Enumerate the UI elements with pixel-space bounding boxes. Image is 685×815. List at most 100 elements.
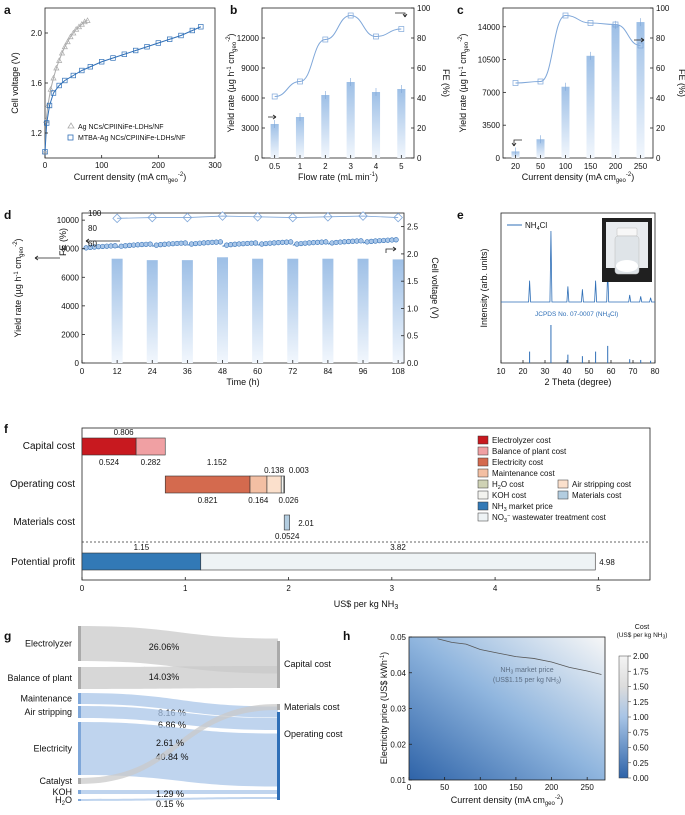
chart-a-xtick-label: 0 bbox=[43, 161, 48, 170]
chart-c-y2tick-label: 100 bbox=[656, 4, 670, 13]
chart-b-bar bbox=[371, 92, 381, 158]
sankey-source-node bbox=[78, 790, 81, 794]
sankey-flow bbox=[80, 693, 278, 718]
legend-f-label: Materials cost bbox=[572, 491, 622, 500]
chart-b-bar bbox=[321, 95, 330, 158]
sankey-percentage: 2.61 % bbox=[156, 738, 184, 748]
chart-b-y2tick-label: 0 bbox=[417, 154, 422, 163]
chart-d-xtick-label: 0 bbox=[80, 367, 85, 376]
chart-d-bar bbox=[111, 258, 123, 363]
chart-b-frame bbox=[261, 7, 415, 159]
chart-b-ytick-label: 6000 bbox=[241, 94, 259, 103]
chart-b-bar bbox=[295, 117, 305, 158]
chart-a-point bbox=[84, 17, 91, 23]
chart-d-voltage-point bbox=[358, 238, 364, 244]
panel-label-e: e bbox=[457, 208, 464, 222]
sankey-source-label: Catalyst bbox=[39, 776, 72, 786]
chart-c-ytick-label: 14000 bbox=[478, 23, 501, 32]
chart-f-xtick-label: 3 bbox=[390, 584, 395, 593]
chart-d-y2tick-label: 1.0 bbox=[407, 304, 419, 313]
chart-b-right-arrow-icon bbox=[395, 12, 408, 18]
colorbar-ticks: 0.00 0.25 0.50 0.75 1.00 1.25 1.50 1.75 2.00 bbox=[628, 652, 649, 783]
chart-a-point bbox=[189, 27, 195, 34]
chart-e-xtick-label: 40 bbox=[563, 367, 572, 376]
colorbar bbox=[618, 655, 629, 779]
colorbar-tick-label: 0.50 bbox=[633, 744, 649, 753]
chart-c-y2tick-label: 60 bbox=[656, 64, 665, 73]
chart-b-xtick-label: 3 bbox=[348, 162, 353, 171]
colorbar-tick-label: 0.00 bbox=[633, 774, 649, 783]
chart-b-y2label: FE (%) bbox=[441, 69, 451, 97]
sankey-percentage: 0.15 % bbox=[156, 799, 184, 809]
chart-h-marks bbox=[437, 638, 602, 675]
chart-f-materials-bar bbox=[283, 514, 290, 531]
chart-d-bar bbox=[287, 258, 299, 363]
chart-d-voltage-point bbox=[288, 239, 294, 245]
chart-f-materials-value: 0.0524 bbox=[275, 532, 300, 541]
sankey-source-node bbox=[78, 799, 81, 801]
chart-a-ylabel: Cell voltage (V) bbox=[10, 52, 20, 114]
panel-label-a: a bbox=[4, 3, 11, 17]
chart-f-xtick-label: 4 bbox=[493, 584, 498, 593]
legend-f-label: H2O cost bbox=[492, 480, 525, 491]
colorbar-tick-label: 2.00 bbox=[633, 652, 649, 661]
chart-f-xtick-label: 2 bbox=[286, 584, 291, 593]
chart-d-fe-tick-label: 100 bbox=[88, 209, 102, 218]
chart-d-ytick-label: 4000 bbox=[61, 302, 79, 311]
colorbar-tick-label: 1.25 bbox=[633, 698, 649, 707]
chart-h-ticks: 0 50 100 150 200 250 0.01 0.02 0.03 0.04 0.05 bbox=[390, 633, 594, 792]
chart-c-ticks: 0 3500 7000 10500 14000 0 20 40 60 80 100 20 50 100 15… bbox=[478, 4, 670, 171]
chart-d-y2tick-label: 0.5 bbox=[407, 332, 419, 341]
chart-c-bar bbox=[536, 139, 545, 158]
chart-a-point bbox=[178, 32, 184, 39]
chart-c-fe-curve bbox=[515, 14, 641, 84]
chart-g: Electrolyzer 26.06% Balance of plant 14.03%… bbox=[7, 626, 343, 809]
sankey-source-label: Electrolyzer bbox=[25, 639, 72, 649]
chart-e: 10 20 30 40 50 60 70 80 NH4Cl JCPDS No. 07-0007… bbox=[479, 212, 660, 387]
legend-f-label: Electricity cost bbox=[492, 458, 544, 467]
chart-d-frame bbox=[81, 212, 405, 364]
chart-a-point bbox=[67, 33, 74, 40]
sankey-percentage: 26.06% bbox=[149, 642, 180, 652]
chart-f-row-operating: Operating cost bbox=[10, 479, 75, 490]
chart-f-bar-segment bbox=[249, 475, 268, 494]
chart-e-xtick-label: 30 bbox=[541, 367, 550, 376]
chart-d-voltage-point bbox=[182, 240, 188, 246]
sankey-percentage: 14.03% bbox=[149, 672, 180, 682]
chart-f-bar-segment bbox=[283, 475, 285, 494]
chart-f-row-materials: Materials cost bbox=[13, 517, 75, 528]
panel-label-h: h bbox=[343, 629, 350, 643]
chart-c-bar bbox=[586, 55, 595, 158]
chart-b-ytick-label: 9000 bbox=[241, 64, 259, 73]
chart-d-bar bbox=[146, 260, 158, 363]
chart-b-xtick-label: 1 bbox=[298, 162, 303, 171]
colorbar-title: Cost bbox=[635, 624, 649, 631]
sankey-source-label: Air stripping bbox=[24, 707, 72, 717]
chart-a-series-line-1 bbox=[44, 20, 88, 152]
chart-a-point bbox=[53, 64, 60, 71]
sankey-target-label: Capital cost bbox=[284, 659, 332, 669]
chart-c-ytick-label: 10500 bbox=[478, 56, 501, 65]
chart-f-op-seg-h2o: 0.003 bbox=[289, 466, 310, 475]
chart-a-point bbox=[87, 64, 93, 70]
legend-f-swatch bbox=[477, 457, 489, 467]
chart-f-bar-segment bbox=[164, 475, 251, 494]
colorbar-unit: (US$ per kg NH3) bbox=[617, 632, 668, 641]
panel-label-f: f bbox=[4, 422, 9, 436]
chart-d-xtick-label: 24 bbox=[148, 367, 157, 376]
chart-b-y2tick-label: 80 bbox=[417, 34, 426, 43]
sankey-source-label: Balance of plant bbox=[7, 673, 72, 683]
chart-c-bar bbox=[611, 24, 620, 158]
chart-a-point bbox=[56, 82, 62, 89]
chart-c-y2tick-label: 40 bbox=[656, 94, 665, 103]
chart-f-ticks: 0 1 2 3 4 5 bbox=[80, 577, 601, 593]
sankey-target-node-capital bbox=[277, 641, 280, 688]
chart-d-xlabel: Time (h) bbox=[226, 377, 259, 387]
chart-d-ytick-label: 10000 bbox=[57, 216, 80, 225]
chart-d-xtick-label: 60 bbox=[253, 367, 262, 376]
chart-b-y2tick-label: 100 bbox=[417, 4, 431, 13]
sankey-source-node bbox=[78, 626, 81, 661]
legend-f-label: Maintenance cost bbox=[492, 469, 555, 478]
chart-h-contour-line bbox=[437, 638, 602, 675]
chart-f-xlabel: US$ per kg NH3 bbox=[334, 599, 399, 611]
